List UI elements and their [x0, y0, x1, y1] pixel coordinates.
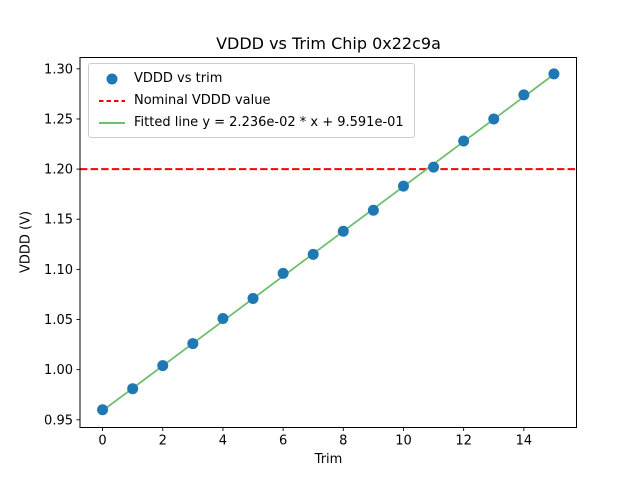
x-tick-label: 0 [98, 434, 106, 449]
x-tick-label: 8 [339, 434, 347, 449]
scatter-point [187, 338, 199, 350]
legend-entry: VDDD vs trim [99, 70, 404, 87]
legend: VDDD vs trim Nominal VDDD value Fitted lin… [88, 63, 415, 138]
x-tick-label: 6 [279, 434, 287, 449]
scatter-point [548, 68, 560, 80]
x-tick-label: 4 [219, 434, 227, 449]
scatter-point [97, 404, 109, 416]
y-tick-label: 1.15 [44, 213, 73, 228]
scatter-point [488, 113, 500, 125]
x-tick-label: 14 [516, 434, 533, 449]
scatter-point [397, 180, 409, 192]
y-tick-label: 1.00 [44, 363, 73, 378]
y-tick-label: 1.05 [44, 313, 73, 328]
scatter-point [458, 135, 470, 147]
legend-label: Fitted line y = 2.236e-02 * x + 9.591e-0… [134, 115, 404, 130]
scatter-point [518, 89, 530, 101]
y-tick-label: 1.10 [44, 263, 73, 278]
x-tick-label: 12 [455, 434, 472, 449]
y-tick-label: 1.30 [44, 62, 73, 77]
legend-entry: Nominal VDDD value [99, 92, 404, 109]
legend-swatch-dot [106, 73, 118, 84]
x-tick-label: 10 [395, 434, 412, 449]
ticks-layer: 0 2 4 6 8 10 12 14 0.95 1.00 1.05 1.10 1.15 1.20 1.25 1… [44, 62, 532, 448]
y-tick-label: 0.95 [44, 413, 73, 428]
legend-dot-icon [106, 73, 118, 84]
legend-swatch-dashed-line [99, 99, 125, 102]
series-layer [80, 68, 577, 416]
fitted-line [102, 73, 555, 412]
legend-entry: Fitted line y = 2.236e-02 * x + 9.591e-0… [99, 114, 404, 131]
x-tick-label: 2 [159, 434, 167, 449]
y-tick-label: 1.25 [44, 112, 73, 127]
scatter-point [428, 161, 440, 173]
scatter-point [157, 360, 169, 372]
scatter-point [277, 267, 289, 279]
scatter-point [127, 383, 139, 395]
legend-label: VDDD vs trim [134, 71, 223, 86]
scatter-point [367, 204, 379, 216]
axes-spines [79, 57, 577, 428]
scatter-point [247, 292, 259, 304]
scatter-point [217, 313, 229, 325]
scatter-point [307, 248, 319, 260]
legend-label: Nominal VDDD value [134, 93, 271, 108]
y-tick-label: 1.20 [44, 163, 73, 178]
scatter-point [337, 225, 349, 237]
legend-swatch-line [99, 121, 125, 124]
x-axis-label: Trim [314, 452, 343, 467]
chart-title: VDDD vs Trim Chip 0x22c9a [216, 34, 441, 53]
